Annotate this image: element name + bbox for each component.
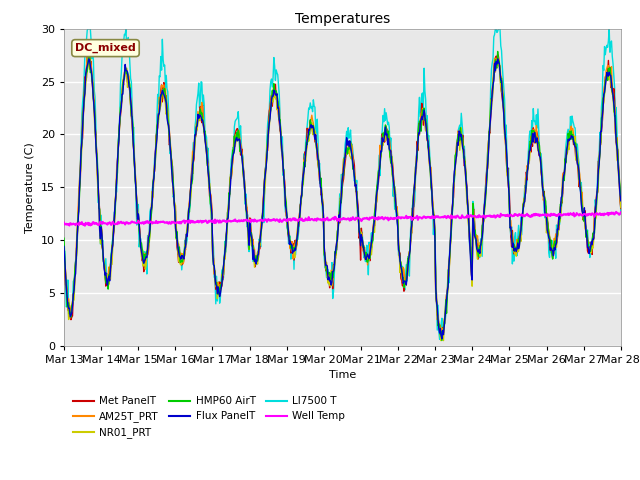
Text: DC_mixed: DC_mixed <box>75 43 136 53</box>
Y-axis label: Temperature (C): Temperature (C) <box>26 142 35 233</box>
X-axis label: Time: Time <box>329 370 356 380</box>
Title: Temperatures: Temperatures <box>295 12 390 26</box>
Legend: Met PanelT, AM25T_PRT, NR01_PRT, HMP60 AirT, Flux PanelT, LI7500 T, Well Temp: Met PanelT, AM25T_PRT, NR01_PRT, HMP60 A… <box>69 392 349 443</box>
